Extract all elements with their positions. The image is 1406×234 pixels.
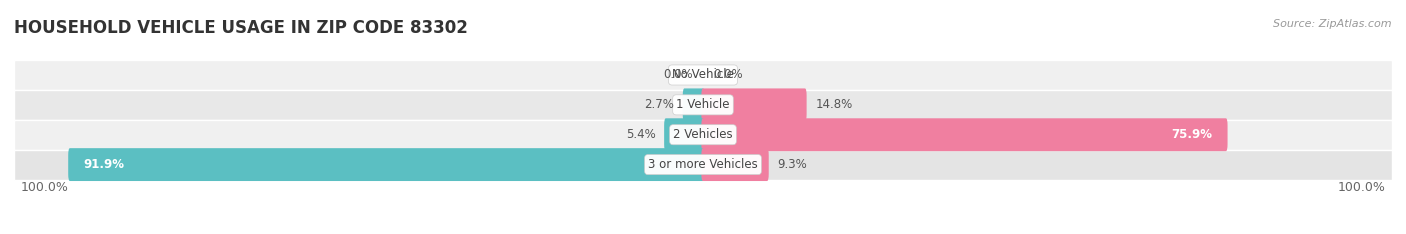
Bar xyxy=(14,60,1392,90)
Text: 3 or more Vehicles: 3 or more Vehicles xyxy=(648,158,758,171)
Text: 2 Vehicles: 2 Vehicles xyxy=(673,128,733,141)
FancyBboxPatch shape xyxy=(69,148,704,181)
Bar xyxy=(14,90,1392,120)
Text: Source: ZipAtlas.com: Source: ZipAtlas.com xyxy=(1274,19,1392,29)
Text: 2.7%: 2.7% xyxy=(644,98,673,111)
FancyBboxPatch shape xyxy=(664,118,704,151)
FancyBboxPatch shape xyxy=(702,88,807,121)
Text: 14.8%: 14.8% xyxy=(815,98,852,111)
Text: 100.0%: 100.0% xyxy=(21,181,69,194)
Text: HOUSEHOLD VEHICLE USAGE IN ZIP CODE 83302: HOUSEHOLD VEHICLE USAGE IN ZIP CODE 8330… xyxy=(14,19,468,37)
Text: 100.0%: 100.0% xyxy=(1337,181,1385,194)
FancyBboxPatch shape xyxy=(702,148,769,181)
FancyBboxPatch shape xyxy=(683,88,704,121)
Text: 91.9%: 91.9% xyxy=(83,158,125,171)
Text: 1 Vehicle: 1 Vehicle xyxy=(676,98,730,111)
Bar xyxy=(14,120,1392,150)
Text: 9.3%: 9.3% xyxy=(778,158,807,171)
Text: No Vehicle: No Vehicle xyxy=(672,69,734,81)
Bar xyxy=(14,150,1392,179)
FancyBboxPatch shape xyxy=(702,118,1227,151)
Text: 75.9%: 75.9% xyxy=(1171,128,1212,141)
Text: 0.0%: 0.0% xyxy=(664,69,693,81)
Text: 0.0%: 0.0% xyxy=(713,69,742,81)
Text: 5.4%: 5.4% xyxy=(626,128,655,141)
